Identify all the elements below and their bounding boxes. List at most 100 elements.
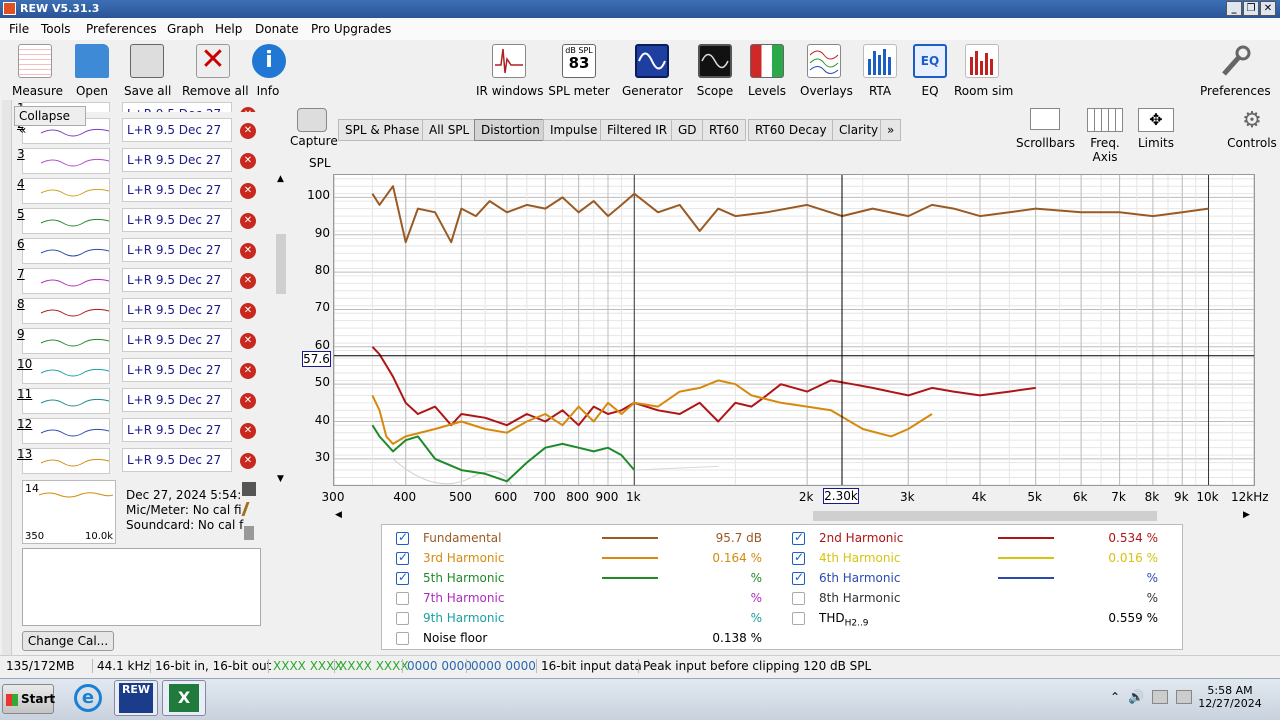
legend-checkbox[interactable] <box>396 592 409 605</box>
minimize-button[interactable]: _ <box>1226 1 1242 16</box>
controls-button[interactable]: ⚙ Controls <box>1227 108 1277 150</box>
measurement-name-field[interactable]: L+R 9.5 Dec 27 <box>122 148 232 172</box>
measurement-thumbnail[interactable] <box>22 448 110 474</box>
ir-windows-button[interactable]: IR windows <box>476 44 543 98</box>
freq-axis-button[interactable]: Freq. Axis <box>1076 108 1134 164</box>
delete-measurement-icon[interactable]: ✕ <box>240 273 256 289</box>
preferences-button[interactable]: Preferences <box>1200 44 1271 98</box>
measurement-name-field[interactable]: L+R 9.5 Dec 27 <box>122 238 232 262</box>
measurement-row[interactable]: 10 L+R 9.5 Dec 27 ✕ <box>14 356 266 386</box>
open-button[interactable]: Open <box>72 44 112 98</box>
maximize-button[interactable]: ❐ <box>1243 1 1259 16</box>
delete-measurement-icon[interactable]: ✕ <box>240 123 256 139</box>
tab-spl-phase[interactable]: SPL & Phase <box>338 119 427 141</box>
limits-button[interactable]: ✥ Limits <box>1138 108 1174 150</box>
measurement-name-field[interactable]: L+R 9.5 Dec 27 <box>122 328 232 352</box>
measurement-name-field[interactable]: L+R 9.5 Dec 27 <box>122 102 232 112</box>
taskbar-excel[interactable]: X <box>162 680 206 716</box>
edit-icon[interactable] <box>242 482 256 496</box>
legend-checkbox[interactable] <box>792 530 805 545</box>
speaker-icon[interactable]: 🔊 <box>1128 690 1145 705</box>
tab-impulse[interactable]: Impulse <box>543 119 605 141</box>
measurement-thumbnail[interactable] <box>22 148 110 174</box>
menu-file[interactable]: File <box>9 22 30 36</box>
info-button[interactable]: i Info <box>252 44 286 98</box>
measurement-name-field[interactable]: L+R 9.5 Dec 27 <box>122 118 232 142</box>
measurement-thumbnail[interactable] <box>22 388 110 414</box>
menu-pro-upgrades[interactable]: Pro Upgrades <box>311 22 392 36</box>
measurements-scrollbar[interactable] <box>2 100 12 656</box>
measurement-name-field[interactable]: L+R 9.5 Dec 27 <box>122 208 232 232</box>
tab-rt60[interactable]: RT60 <box>702 119 747 141</box>
horizontal-scroll-thumb[interactable] <box>813 511 1157 521</box>
measurement-name-field[interactable]: L+R 9.5 Dec 27 <box>122 298 232 322</box>
remove-all-button[interactable]: ✕ Remove all <box>182 42 249 98</box>
measurement-thumbnail[interactable] <box>22 328 110 354</box>
measurement-name-field[interactable]: L+R 9.5 Dec 27 <box>122 418 232 442</box>
measurement-row[interactable]: 12 L+R 9.5 Dec 27 ✕ <box>14 416 266 446</box>
measurement-row[interactable]: 6 L+R 9.5 Dec 27 ✕ <box>14 236 266 266</box>
distortion-plot[interactable] <box>333 174 1255 486</box>
measurement-name-field[interactable]: L+R 9.5 Dec 27 <box>122 268 232 292</box>
taskbar-rew[interactable]: REW <box>114 680 158 716</box>
measurement-name-field[interactable]: L+R 9.5 Dec 27 <box>122 448 232 472</box>
tab-all-spl[interactable]: All SPL <box>422 119 477 141</box>
pencil-icon[interactable] <box>241 502 257 516</box>
tab-rt60-decay[interactable]: RT60 Decay <box>748 119 834 141</box>
menu-donate[interactable]: Donate <box>255 22 299 36</box>
delete-measurement-icon[interactable]: ✕ <box>240 303 256 319</box>
measurement-thumbnail[interactable] <box>22 358 110 384</box>
collapse-button[interactable]: Collapse « <box>14 106 86 137</box>
legend-checkbox[interactable] <box>396 570 409 585</box>
measurement-row[interactable]: 5 L+R 9.5 Dec 27 ✕ <box>14 206 266 236</box>
measurement-thumbnail[interactable] <box>22 178 110 204</box>
legend-checkbox[interactable] <box>396 530 409 545</box>
rta-button[interactable]: RTA <box>862 44 898 98</box>
taskbar-ie[interactable]: e <box>66 680 110 716</box>
change-cal-button[interactable]: Change Cal... <box>22 631 114 651</box>
save-all-button[interactable]: Save all <box>124 44 171 98</box>
measure-button[interactable]: Measure <box>12 44 63 98</box>
measurement-thumbnail[interactable] <box>22 208 110 234</box>
generator-button[interactable]: Generator <box>622 44 683 98</box>
room-sim-button[interactable]: Room sim <box>954 44 1013 98</box>
menu-help[interactable]: Help <box>215 22 243 36</box>
measurement-name-field[interactable]: L+R 9.5 Dec 27 <box>122 358 232 382</box>
delete-measurement-icon[interactable]: ✕ <box>240 153 256 169</box>
levels-button[interactable]: Levels <box>748 44 786 98</box>
tab-[interactable]: » <box>880 119 902 141</box>
graph-vertical-scrollbar[interactable]: ▲ ▼ <box>274 170 288 486</box>
legend-checkbox[interactable] <box>792 592 805 605</box>
legend-checkbox[interactable] <box>792 612 805 625</box>
delete-measurement-icon[interactable]: ✕ <box>240 423 256 439</box>
delete-measurement-icon[interactable]: ✕ <box>240 453 256 469</box>
tab-distortion[interactable]: Distortion <box>474 119 547 141</box>
measurement-thumbnail[interactable] <box>22 298 110 324</box>
legend-checkbox[interactable] <box>396 550 409 565</box>
show-hidden-icons[interactable]: ⌃ <box>1110 690 1121 704</box>
legend-checkbox[interactable] <box>396 612 409 625</box>
legend-checkbox[interactable] <box>396 632 409 645</box>
tab-filtered-ir[interactable]: Filtered IR <box>600 119 675 141</box>
measurement-thumbnail[interactable] <box>22 268 110 294</box>
eq-button[interactable]: EQ EQ <box>912 44 948 98</box>
measurement-row[interactable]: 4 L+R 9.5 Dec 27 ✕ <box>14 176 266 206</box>
vertical-scroll-thumb[interactable] <box>276 234 286 294</box>
notes-area[interactable] <box>22 548 261 626</box>
tab-gd[interactable]: GD <box>671 119 704 141</box>
menu-tools[interactable]: Tools <box>41 22 71 36</box>
network-icon[interactable] <box>1152 690 1168 704</box>
measurement-row[interactable]: 13 L+R 9.5 Dec 27 ✕ <box>14 446 266 476</box>
measurement-row[interactable]: 9 L+R 9.5 Dec 27 ✕ <box>14 326 266 356</box>
measurement-name-field[interactable]: L+R 9.5 Dec 27 <box>122 178 232 202</box>
delete-measurement-icon[interactable]: ✕ <box>240 363 256 379</box>
measurement-row[interactable]: 11 L+R 9.5 Dec 27 ✕ <box>14 386 266 416</box>
legend-checkbox[interactable] <box>792 550 805 565</box>
graph-horizontal-scrollbar[interactable]: ◀ ▶ <box>335 510 1250 521</box>
delete-measurement-icon[interactable]: ✕ <box>240 213 256 229</box>
clock[interactable]: 5:58 AM 12/27/2024 <box>1198 684 1262 710</box>
tab-clarity[interactable]: Clarity <box>832 119 886 141</box>
measurement-name-field[interactable]: L+R 9.5 Dec 27 <box>122 388 232 412</box>
overlays-button[interactable]: Overlays <box>800 44 853 98</box>
legend-checkbox[interactable] <box>792 570 805 585</box>
